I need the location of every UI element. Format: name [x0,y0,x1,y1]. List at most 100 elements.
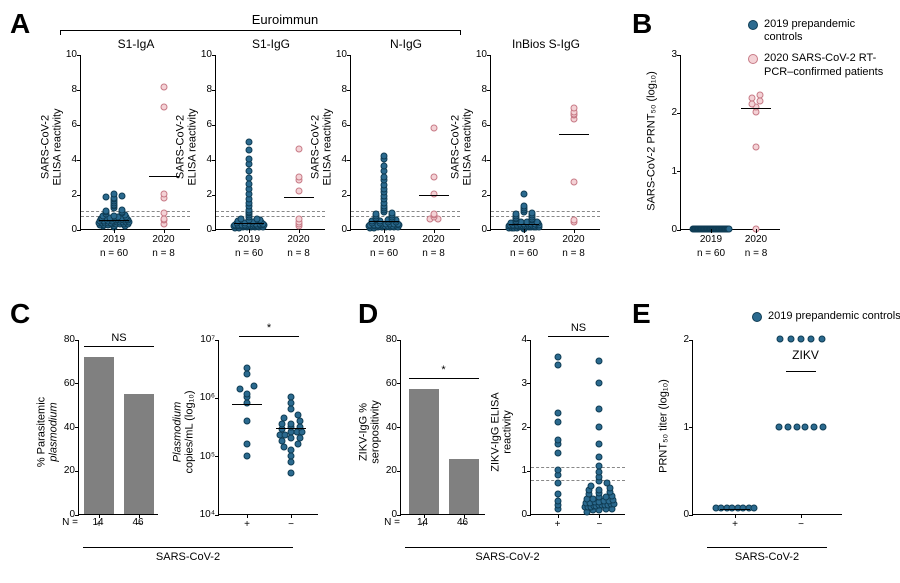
bar [409,389,439,514]
ylabel: Plasmodiumcopies/mL (log₁₀) [171,344,195,519]
xtick-label: 2020 [139,234,189,245]
data-point [254,215,261,222]
data-point [521,191,528,198]
data-point [785,423,792,430]
xtick-sublabel: n = 8 [274,248,324,259]
ylabel: PRNT₅₀ titer (log₁₀) [657,338,669,513]
data-point [596,469,603,476]
data-point [160,216,167,223]
xtick-label: 2020 [731,234,781,245]
data-point [295,215,302,222]
data-point [554,410,561,417]
data-point [389,210,396,217]
scatter-chart: 0123SARS-CoV-2 PRNT₅₀ (log₁₀)2019n = 602… [680,55,780,230]
data-point [753,144,760,151]
xtick-label: 2019 [89,234,139,245]
scatter-chart: 0246810N-IgGSARS-CoV-2ELISA reactivity20… [350,55,460,230]
ytick-label: 10 [463,49,487,60]
data-point [295,187,302,194]
data-point [802,423,809,430]
data-point [554,491,561,498]
data-point [373,211,380,218]
ylabel: % Parasitemicplasmodium [35,344,59,519]
data-point [554,353,561,360]
legend-dot [748,20,758,30]
xtick-label: + [710,519,760,530]
data-point [604,480,611,487]
legend-e: 2019 prepandemic controls [752,310,900,331]
data-point [725,226,732,233]
data-point [160,84,167,91]
ytick-label: 80 [53,334,75,345]
data-point [103,193,110,200]
scatter-chart: 01234ZIKV-IgG ELISAreactivity+−NS [530,340,625,515]
data-point [119,192,126,199]
xtick-sublabel: n = 60 [89,248,139,259]
ytick-label: 10 [188,49,212,60]
xtick-sublabel: n = 8 [139,248,189,259]
scatter-chart: 10⁴10⁵10⁶10⁷Plasmodiumcopies/mL (log₁₀)+… [218,340,318,515]
data-point [430,191,437,198]
data-point [596,406,603,413]
xtick-label: 2020 [274,234,324,245]
data-point [570,178,577,185]
data-point [521,203,528,210]
data-point [554,467,561,474]
legend-text: 2019 prepandemic controls [764,18,888,44]
chart-title: N-IgG [351,37,461,51]
xtick-sublabel: n = 60 [686,248,736,259]
data-point [596,486,603,493]
ytick-label: 10 [323,49,347,60]
data-point [798,336,805,343]
panel-label-A: A [10,8,30,40]
data-point [776,423,783,430]
chart-title: InBios S-IgG [491,37,601,51]
scatter-chart: 0246810S1-IgASARS-CoV-2ELISA reactivity2… [80,55,190,230]
data-point [103,207,110,214]
data-point [381,163,388,170]
legend-row: 2019 prepandemic controls [748,18,888,44]
xtick-sublabel: n = 8 [549,248,599,259]
data-point [596,441,603,448]
data-point [246,156,253,163]
data-point [596,462,603,469]
xtick-label: 2019 [499,234,549,245]
data-point [119,206,126,213]
data-point [246,147,253,154]
euroimmun-line [60,30,460,31]
data-point [757,91,764,98]
data-point [596,357,603,364]
legend-text: 2020 SARS-CoV-2 RT-PCR–confirmed patient… [764,52,888,78]
data-point [554,497,561,504]
bar-chart: 020406080% Parasitemicplasmodium+−NS [78,340,158,515]
ylabel: ZIKV-IgG %seropositivity [357,344,381,519]
data-point [160,191,167,198]
bar-chart: 020406080ZIKV-IgG %seropositivity+−* [400,340,485,515]
data-point [793,423,800,430]
data-point [295,145,302,152]
bar [449,459,479,514]
data-point [554,362,561,369]
ylabel: SARS-CoV-2 PRNT₅₀ (log₁₀) [645,53,657,228]
xtick-sublabel: n = 60 [499,248,549,259]
sig-label: NS [84,332,154,344]
panel-label-B: B [632,8,652,40]
data-point [430,211,437,218]
bar [124,394,154,514]
panel-label-E: E [632,298,651,330]
ylabel: SARS-CoV-2ELISA reactivity [309,59,333,234]
data-point [430,124,437,131]
ylabel: SARS-CoV-2ELISA reactivity [39,59,63,234]
data-point [160,210,167,217]
data-point [529,210,536,217]
xlabel-sarscov2: SARS-CoV-2 [68,551,308,563]
scatter-chart: 012PRNT₅₀ titer (log₁₀)+−ZIKV [692,340,842,515]
panel-label-D: D [358,298,378,330]
data-point [246,138,253,145]
panel-label-C: C [10,298,30,330]
data-point [787,336,794,343]
ylabel: ZIKV-IgG ELISAreactivity [489,344,513,519]
data-point [160,103,167,110]
data-point [749,94,756,101]
data-point [819,423,826,430]
